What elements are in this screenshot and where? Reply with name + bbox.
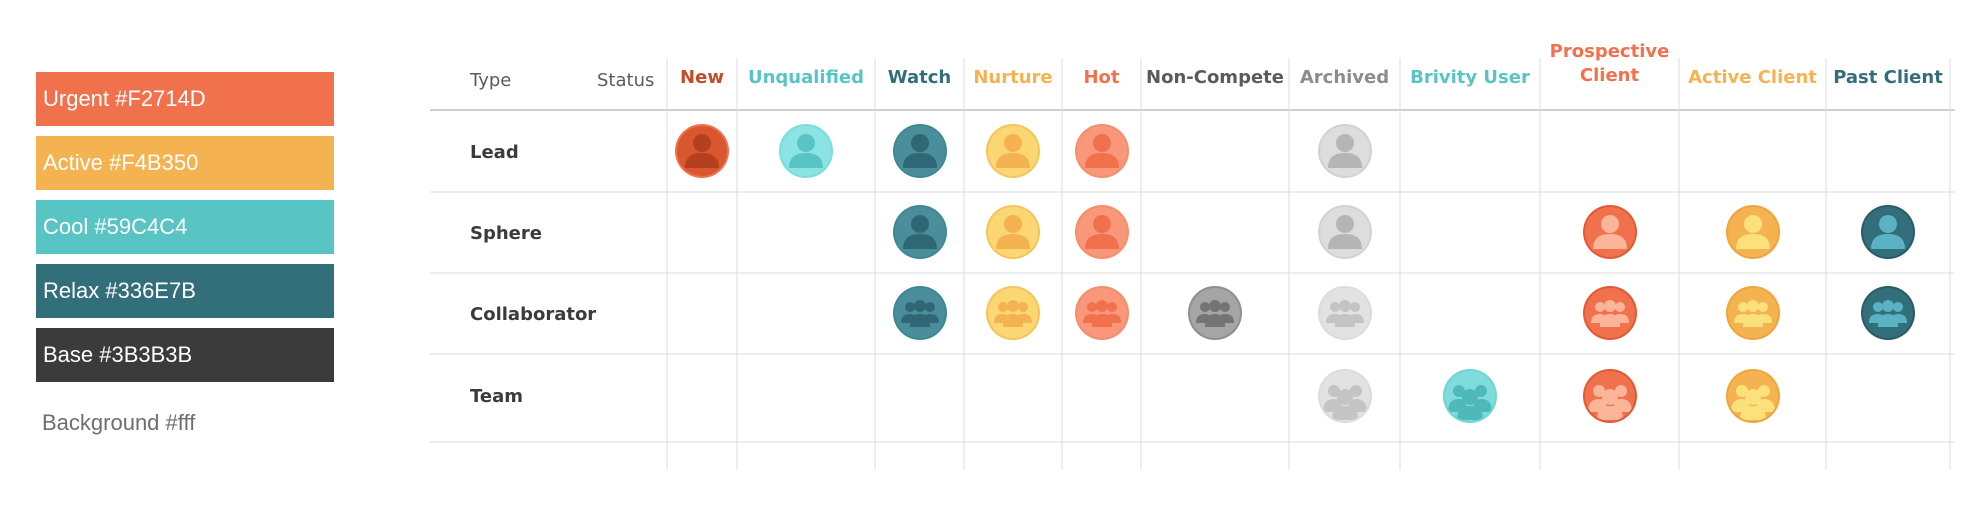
swatch-label: Active #F4B350	[43, 150, 199, 175]
person-avatar-icon	[1317, 204, 1373, 260]
swatch-cool: Cool #59C4C4	[36, 200, 334, 254]
row-label-lead: Lead	[470, 142, 519, 163]
column-header-past-client: Past Client	[1833, 67, 1943, 88]
swatch-label: Relax #336E7B	[43, 278, 196, 303]
background-label: Background #fff	[42, 410, 196, 435]
swatch-relax: Relax #336E7B	[36, 264, 334, 318]
column-header-hot: Hot	[1083, 67, 1120, 88]
swatch-urgent: Urgent #F2714D	[36, 72, 334, 126]
team-avatar-icon	[1442, 368, 1498, 424]
person-avatar-icon	[1582, 204, 1638, 260]
team-avatar-icon	[1582, 368, 1638, 424]
group-avatar-icon	[1860, 285, 1916, 341]
person-avatar-icon	[985, 204, 1041, 260]
group-avatar-icon	[1187, 285, 1243, 341]
group-avatar-icon	[985, 285, 1041, 341]
column-header-archived: Archived	[1299, 67, 1390, 88]
type-header: Type	[470, 70, 512, 91]
row-label-sphere: Sphere	[470, 223, 542, 244]
column-header-brivity-user: Brivity User	[1410, 67, 1530, 88]
person-avatar-icon	[1074, 123, 1130, 179]
row-label-team: Team	[470, 386, 523, 407]
group-avatar-icon	[1582, 285, 1638, 341]
column-header-nurture: Nurture	[973, 67, 1053, 88]
column-header-new: New	[680, 67, 724, 88]
column-header-watch: Watch	[887, 67, 952, 88]
group-avatar-icon	[892, 285, 948, 341]
person-avatar-icon	[674, 123, 730, 179]
group-avatar-icon	[1074, 285, 1130, 341]
person-avatar-icon	[1860, 204, 1916, 260]
swatch-active: Active #F4B350	[36, 136, 334, 190]
person-avatar-icon	[892, 123, 948, 179]
person-avatar-icon	[1317, 123, 1373, 179]
team-avatar-icon	[1725, 368, 1781, 424]
swatch-label: Cool #59C4C4	[43, 214, 188, 239]
row-label-collaborator: Collaborator	[470, 304, 597, 325]
column-header-unqualified: Unqualified	[747, 67, 865, 88]
status-header: Status	[597, 70, 655, 91]
person-avatar-icon	[778, 123, 834, 179]
swatch-label: Base #3B3B3B	[43, 342, 193, 367]
column-header-non-compete: Non-Compete	[1146, 67, 1284, 88]
person-avatar-icon	[1725, 204, 1781, 260]
person-avatar-icon	[1074, 204, 1130, 260]
group-avatar-icon	[1725, 285, 1781, 341]
person-avatar-icon	[985, 123, 1041, 179]
column-header-prospective-client: Prospective Client	[1549, 41, 1670, 86]
person-avatar-icon	[892, 204, 948, 260]
team-avatar-icon	[1317, 368, 1373, 424]
swatch-label: Urgent #F2714D	[43, 86, 206, 111]
group-avatar-icon	[1317, 285, 1373, 341]
swatch-base: Base #3B3B3B	[36, 328, 334, 382]
column-header-active-client: Active Client	[1688, 67, 1817, 88]
